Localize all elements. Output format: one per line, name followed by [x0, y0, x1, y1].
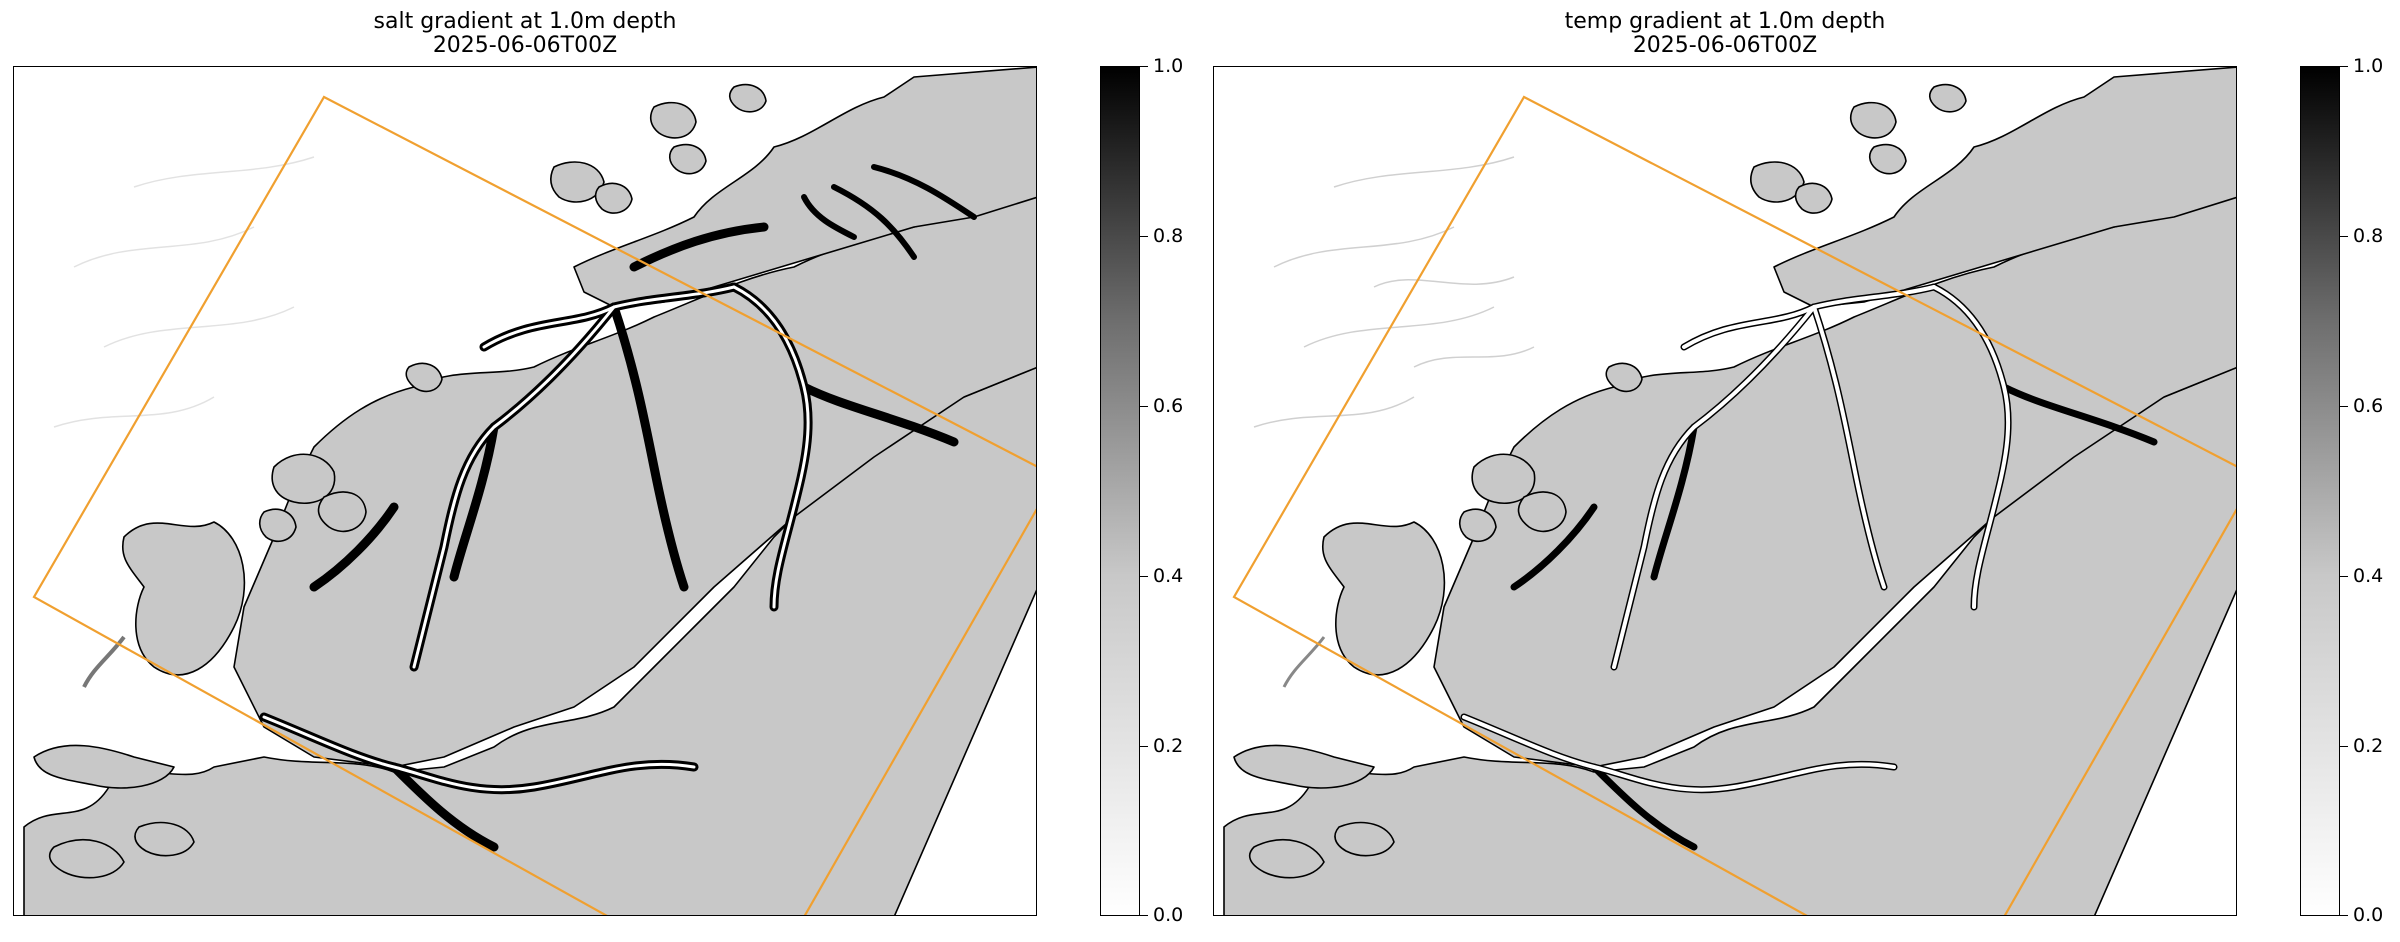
temp-panel: temp gradient at 1.0m depth 2025-06-06T0…: [1200, 0, 2400, 942]
open-water-texture: [53, 156, 315, 688]
colorbar-tick-label: 0.0: [1153, 904, 1184, 926]
colorbar-tick: [2340, 746, 2348, 747]
open-water-texture: [1253, 156, 1535, 688]
colorbar-tick: [1140, 746, 1148, 747]
colorbar-tick-label: 0.2: [2353, 735, 2384, 757]
colorbar-tick-label: 0.6: [1153, 395, 1184, 417]
temp-gradient-map: [1213, 66, 2237, 916]
colorbar-tick: [2340, 576, 2348, 577]
colorbar-tick: [1140, 915, 1148, 916]
colorbar-tick-label: 0.8: [1153, 225, 1184, 247]
colorbar-tick-label: 0.4: [2353, 565, 2384, 587]
colorbar-tick: [1140, 66, 1148, 67]
colorbar-tick-label: 0.8: [2353, 225, 2384, 247]
colorbar-tick: [2340, 66, 2348, 67]
colorbar-tick: [1140, 576, 1148, 577]
colorbar-tick: [2340, 236, 2348, 237]
colorbar-tick: [1140, 406, 1148, 407]
salt-panel: salt gradient at 1.0m depth 2025-06-06T0…: [13, 9, 1184, 926]
colorbar-tick-label: 0.6: [2353, 395, 2384, 417]
model-domain-outline: [32, 95, 1036, 915]
colorbar-tick-label: 0.0: [2353, 904, 2384, 926]
salt-gradient-map: [13, 66, 1037, 916]
panel-title: temp gradient at 1.0m depth: [1564, 9, 1886, 34]
colorbar-tick-label: 1.0: [1153, 55, 1184, 77]
colorbar-tick-label: 1.0: [2353, 55, 2384, 77]
colorbar-tick: [2340, 915, 2348, 916]
model-domain-outline: [1232, 95, 2236, 915]
panel-subtitle: 2025-06-06T00Z: [1632, 33, 1818, 58]
fjord-gradient-lines: [1460, 283, 2158, 851]
colorbar-tick: [2340, 406, 2348, 407]
land-masses: [1223, 67, 2236, 915]
map-graphic: [23, 67, 1036, 915]
colorbar-tick-label: 0.2: [1153, 735, 1184, 757]
colorbar-tick: [1140, 236, 1148, 237]
map-graphic: [1223, 67, 2236, 915]
colorbar: [1100, 66, 1140, 916]
colorbar-tick-label: 0.4: [1153, 565, 1184, 587]
panel-title: salt gradient at 1.0m depth: [373, 9, 677, 34]
colorbar: [2300, 66, 2340, 916]
panel-subtitle: 2025-06-06T00Z: [432, 33, 618, 58]
fjord-gradient-lines: [259, 164, 977, 852]
